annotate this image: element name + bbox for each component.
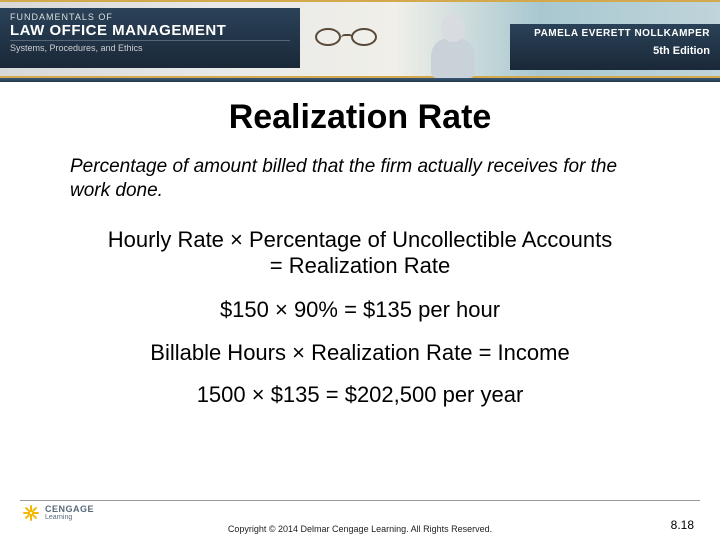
fundamentals-label: FUNDAMENTALS OF [10, 12, 290, 22]
cengage-logo: CENGAGE Learning [22, 504, 94, 522]
glasses-icon [315, 28, 385, 50]
slide-content: Realization Rate Percentage of amount bi… [0, 82, 720, 408]
slide-title: Realization Rate [30, 98, 690, 137]
edition-label: 5th Edition [520, 45, 710, 57]
formula-line-1a: Hourly Rate × Percentage of Uncollectibl… [108, 227, 612, 252]
person-silhouette [425, 12, 483, 82]
example-realization: $150 × 90% = $135 per hour [30, 297, 690, 323]
definition-text: Percentage of amount billed that the fir… [70, 155, 650, 203]
formula-realization: Hourly Rate × Percentage of Uncollectibl… [30, 227, 690, 280]
book-title: LAW OFFICE MANAGEMENT [10, 23, 290, 38]
footer-rule [20, 500, 700, 501]
formula-income: Billable Hours × Realization Rate = Inco… [30, 340, 690, 366]
logo-name: CENGAGE [45, 505, 94, 514]
banner-imagery [305, 10, 505, 68]
book-subtitle: Systems, Procedures, and Ethics [10, 40, 290, 53]
author-block: PAMELA EVERETT NOLLKAMPER 5th Edition [510, 24, 720, 70]
author-name: PAMELA EVERETT NOLLKAMPER [520, 28, 710, 39]
logo-sub: Learning [45, 514, 94, 521]
footer: CENGAGE Learning Copyright © 2014 Delmar… [0, 500, 720, 540]
example-income: 1500 × $135 = $202,500 per year [30, 382, 690, 408]
logo-text: CENGAGE Learning [45, 505, 94, 521]
sunburst-icon [22, 504, 40, 522]
copyright-text: Copyright © 2014 Delmar Cengage Learning… [0, 524, 720, 534]
book-title-block: FUNDAMENTALS OF LAW OFFICE MANAGEMENT Sy… [0, 8, 300, 68]
formula-line-1b: = Realization Rate [270, 253, 450, 278]
page-number: 8.18 [671, 518, 694, 532]
header-banner: FUNDAMENTALS OF LAW OFFICE MANAGEMENT Sy… [0, 0, 720, 78]
